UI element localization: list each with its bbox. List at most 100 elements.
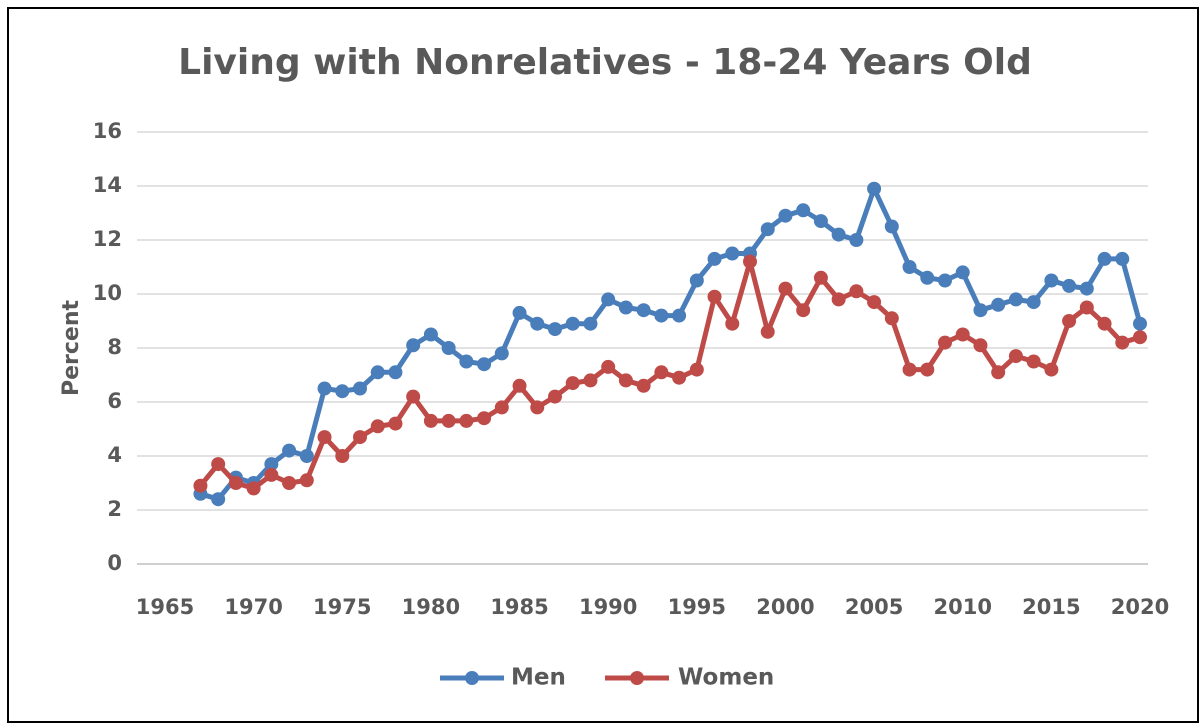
x-tick-label: 1980 [402,595,460,619]
data-point [1026,295,1041,310]
data-point [211,457,226,472]
data-point [317,381,332,396]
data-point [672,308,687,323]
x-tick-label: 1995 [668,595,726,619]
x-tick-label: 2005 [845,595,903,619]
chart-title: Living with Nonrelatives - 18-24 Years O… [178,42,1032,83]
legend-label: Women [678,665,774,691]
data-point [1079,300,1094,315]
data-point [246,481,261,496]
data-point [441,341,456,355]
x-tick-label: 1970 [224,595,282,619]
data-point [760,222,775,237]
data-point [796,303,811,318]
data-point [1026,354,1041,369]
data-point [406,338,421,353]
x-tick-label: 2000 [756,595,814,619]
data-point [884,311,899,326]
data-point [689,362,704,377]
data-point [601,359,616,374]
data-point [849,233,864,247]
data-point [689,273,704,288]
data-point [335,384,350,399]
data-point [477,357,492,372]
data-point [831,227,846,242]
data-point [565,376,580,391]
x-tick-label: 1990 [579,595,637,619]
data-point [512,305,527,320]
data-point [282,476,297,490]
x-tick-label: 1985 [490,595,548,619]
data-point [707,251,722,266]
data-point [973,338,988,353]
x-tick-label: 2020 [1111,595,1169,619]
data-point [601,292,616,307]
y-axis-label: Percent [59,300,84,397]
legend-marker [465,671,479,685]
data-point [743,254,757,269]
y-tick-label: 2 [107,497,122,521]
data-point [849,284,864,299]
data-point [370,365,385,380]
data-point [867,181,882,196]
data-point [193,478,208,493]
data-point [1133,316,1147,331]
x-tick-label: 1975 [313,595,371,619]
y-tick-label: 16 [93,119,122,143]
data-point [1115,335,1130,350]
data-point [1008,349,1023,364]
data-point [654,365,669,380]
data-point [388,365,403,380]
data-point [317,430,332,445]
data-point [973,303,988,318]
data-point [938,335,952,350]
data-point [353,430,367,445]
data-point [778,208,793,223]
data-point [565,316,580,331]
data-point [725,316,740,331]
data-point [494,400,509,415]
data-point [902,362,917,377]
data-point [441,413,456,428]
x-tick-label: 2015 [1022,595,1080,619]
data-point [228,476,243,490]
data-point [725,246,740,261]
data-point [955,265,970,280]
data-point [867,295,882,310]
data-point [938,273,952,288]
data-point [1133,330,1147,345]
data-point [654,308,669,323]
data-point [636,378,651,393]
data-point [583,373,598,388]
data-point [548,322,562,337]
data-point [406,389,421,404]
data-point [1062,314,1077,328]
x-tick-label: 2010 [934,595,992,619]
y-tick-label: 12 [93,227,122,251]
data-point [1008,292,1023,307]
y-tick-label: 4 [107,443,122,467]
data-point [831,292,846,307]
data-point [884,219,899,234]
data-point [370,419,385,434]
data-point [211,492,226,507]
data-point [760,324,775,339]
data-point [1062,278,1077,293]
data-point [512,378,527,393]
data-point [920,270,935,285]
y-tick-label: 0 [107,551,122,575]
data-point [920,362,935,377]
data-point [813,270,828,285]
data-point [707,289,722,304]
legend-label: Men [511,665,566,691]
x-tick-label: 1965 [136,595,194,619]
y-tick-label: 14 [93,173,122,197]
data-point [1044,362,1059,377]
data-point [548,389,562,404]
data-point [477,411,492,426]
data-point [264,467,279,482]
data-point [991,297,1006,312]
data-point [796,203,811,218]
data-point [264,457,279,472]
